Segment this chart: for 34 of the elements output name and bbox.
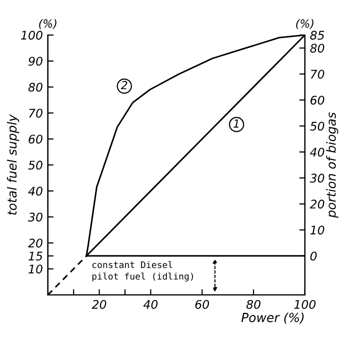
x-axis-title: Power (%) — [241, 312, 304, 324]
x-tick-label: 80 — [246, 300, 260, 309]
y-tick-label: 90 — [28, 56, 42, 66]
y-tick-label: 15 — [28, 252, 42, 261]
y2-tick-label: 50 — [310, 122, 324, 131]
x-tick-label: 100 — [294, 300, 316, 309]
y2-tick-label: 80 — [310, 44, 324, 53]
y2-tick-label: 60 — [310, 96, 324, 105]
annotation: constant Diesel pilot fuel (idling) — [92, 261, 193, 282]
x-tick-label: 60 — [195, 300, 210, 309]
text: (%) — [39, 19, 56, 30]
y2-tick-label: 70 — [310, 70, 324, 79]
y2-tick-label: 20 — [310, 200, 324, 209]
y2-tick-label: 40 — [310, 148, 324, 157]
y-axis-title: total fuel supply — [7, 114, 20, 215]
series-label: 2 — [120, 80, 128, 90]
text: (%) — [296, 19, 314, 30]
y-tick-label: 40 — [28, 186, 42, 196]
y2-tick-label: 0 — [310, 252, 317, 261]
y2-tick-label: 10 — [310, 226, 324, 235]
y2-axis-title: portion of biogas — [326, 112, 338, 218]
y-tick-label: 50 — [28, 160, 42, 170]
y2-tick-label: 30 — [310, 174, 324, 183]
y-tick-label: 60 — [28, 134, 42, 144]
series-label: 1 — [234, 119, 238, 128]
y2-tick-label: 85 — [310, 30, 324, 40]
y-tick-label: 30 — [28, 212, 42, 222]
y-tick-label: 80 — [28, 82, 42, 92]
y-tick-label: 70 — [29, 108, 42, 118]
x-tick-label: 20 — [92, 300, 106, 309]
y-tick-label: 100 — [21, 30, 42, 40]
y-tick-label: 20 — [28, 238, 42, 248]
x-tick-label: 40 — [143, 300, 158, 309]
y-tick-label: 10 — [28, 264, 42, 274]
